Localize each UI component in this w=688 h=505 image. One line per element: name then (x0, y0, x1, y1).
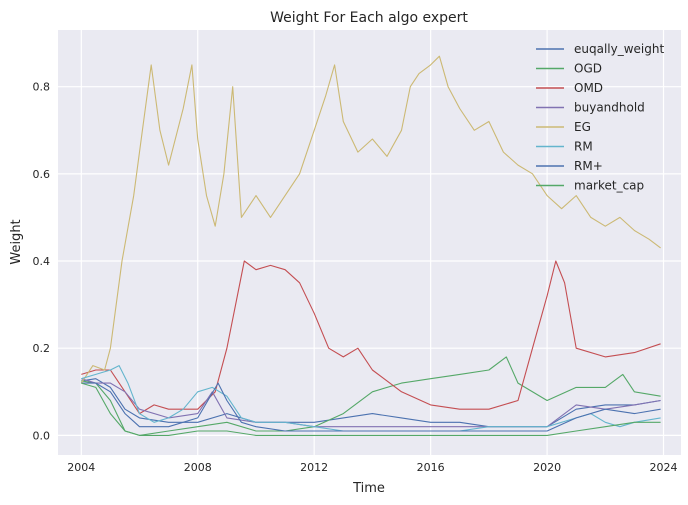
chart-title: Weight For Each algo expert (270, 10, 468, 26)
plot-area (58, 30, 681, 455)
legend-label: RM+ (574, 159, 603, 173)
legend-label: EG (574, 120, 591, 134)
x-tick-labels: 2004 2008 2012 2016 2020 2024 (67, 461, 677, 474)
x-tick-label: 2016 (417, 461, 445, 474)
series-line-eg (80, 55, 661, 384)
y-tick-label: 0.6 (33, 168, 51, 181)
x-tick-label: 2008 (184, 461, 212, 474)
legend-label: OGD (574, 62, 602, 76)
legend-label: euqally_weight (574, 42, 664, 56)
y-tick-label: 0.4 (33, 255, 51, 268)
legend-label: market_cap (574, 179, 644, 193)
series-line-omd (81, 260, 661, 415)
y-tick-label: 0.0 (33, 429, 51, 442)
y-tick-label: 0.8 (33, 81, 51, 94)
series-group (80, 55, 661, 436)
y-tick-labels: 0.0 0.2 0.4 0.6 0.8 (33, 81, 51, 443)
legend-label: RM (574, 140, 593, 154)
x-axis-label: Time (352, 481, 385, 496)
series-line-market-cap (81, 382, 661, 436)
x-tick-label: 2012 (300, 461, 328, 474)
series-line-euqally-weight (81, 378, 661, 428)
series-line-rm- (81, 382, 661, 432)
legend: euqally_weight OGD OMD buyandhold EG RM RM+ mar… (536, 42, 664, 193)
legend-label: OMD (574, 81, 603, 95)
y-tick-label: 0.2 (33, 342, 51, 355)
x-tick-label: 2020 (533, 461, 561, 474)
x-tick-label: 2024 (650, 461, 678, 474)
y-axis-label: Weight (9, 219, 24, 264)
x-tick-label: 2004 (67, 461, 95, 474)
legend-label: buyandhold (574, 101, 645, 115)
